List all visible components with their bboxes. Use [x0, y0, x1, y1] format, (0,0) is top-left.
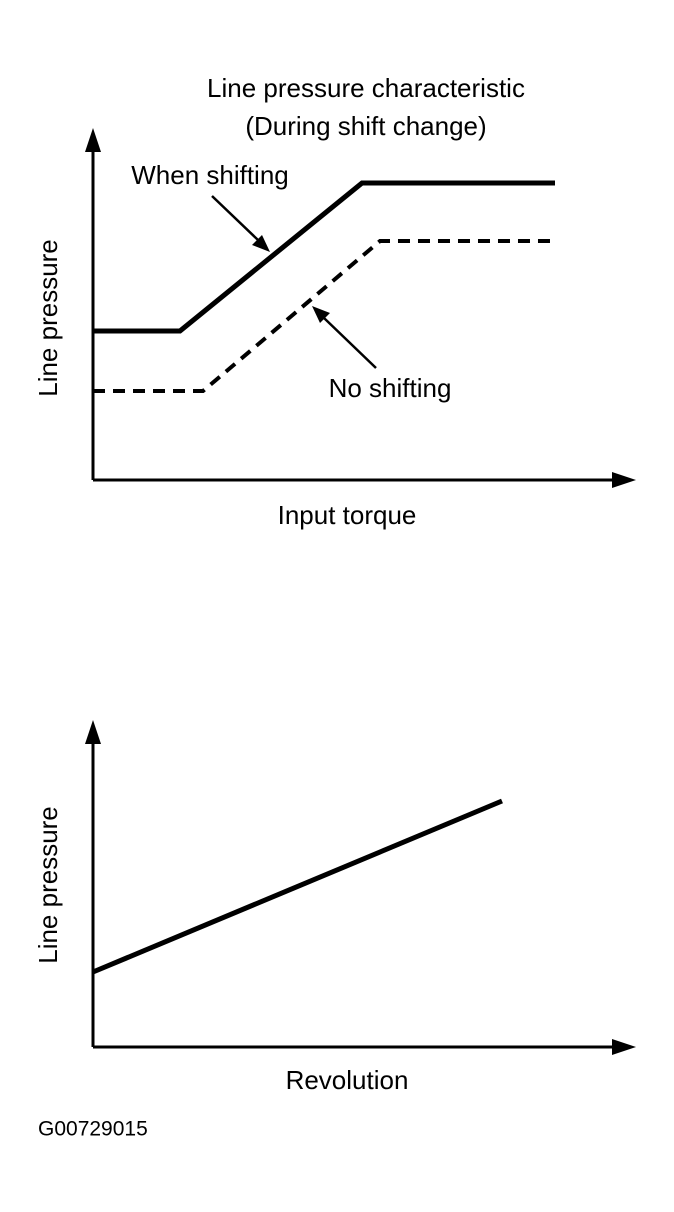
axis-arrow [85, 720, 101, 744]
figure-id: G00729015 [38, 1118, 148, 1141]
y-axis-label: Line pressure [33, 239, 63, 397]
pointer-head [312, 306, 330, 323]
when-shifting-curve [93, 180, 555, 334]
pressure-curve [92, 798, 503, 975]
annotation: When shifting [131, 160, 289, 190]
pointer-head [252, 235, 270, 252]
pointer [211, 195, 259, 241]
x-axis-label: Revolution [286, 1065, 409, 1095]
no-shifting-curve [93, 239, 555, 393]
axis-arrow [612, 1039, 636, 1055]
annotation: No shifting [329, 373, 452, 403]
title-line: Line pressure characteristic [207, 73, 525, 103]
title-line: (During shift change) [245, 111, 486, 141]
axis-arrow [612, 472, 636, 488]
pointer [323, 317, 377, 369]
y-axis-label: Line pressure [33, 806, 63, 964]
x-axis-label: Input torque [278, 500, 417, 530]
axis-arrow [85, 128, 101, 152]
